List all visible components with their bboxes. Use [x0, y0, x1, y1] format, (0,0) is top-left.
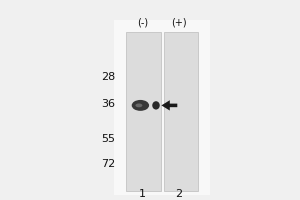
- Text: 28: 28: [101, 72, 116, 82]
- Text: (+): (+): [171, 18, 186, 28]
- FancyBboxPatch shape: [126, 32, 160, 191]
- FancyBboxPatch shape: [114, 20, 210, 195]
- Text: 36: 36: [101, 99, 116, 109]
- Ellipse shape: [152, 101, 160, 110]
- Text: 2: 2: [175, 189, 182, 199]
- Ellipse shape: [132, 100, 149, 111]
- Ellipse shape: [135, 103, 142, 107]
- Text: (-): (-): [137, 18, 148, 28]
- Polygon shape: [161, 100, 177, 111]
- FancyBboxPatch shape: [164, 32, 198, 191]
- Text: 55: 55: [101, 134, 116, 144]
- Text: 1: 1: [139, 189, 146, 199]
- Text: 72: 72: [101, 159, 116, 169]
